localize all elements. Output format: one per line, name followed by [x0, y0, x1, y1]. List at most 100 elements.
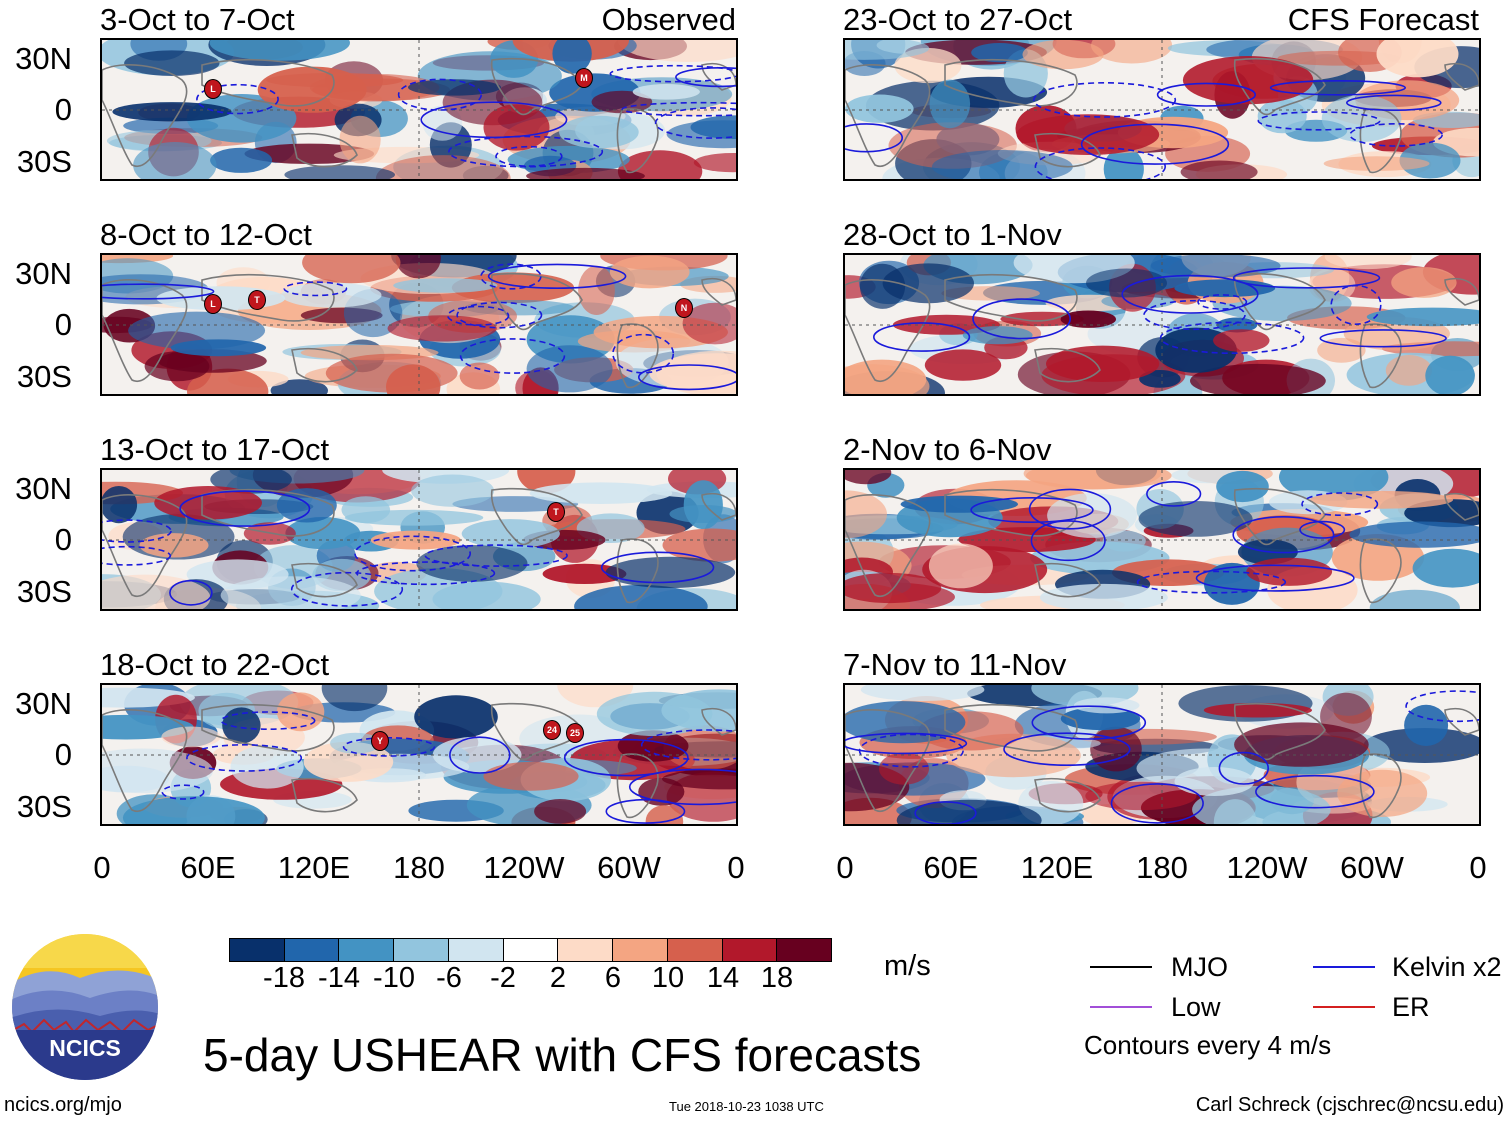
legend-line-er	[1313, 1006, 1375, 1008]
shear-anomaly-blob	[1349, 521, 1479, 548]
coastline	[1444, 278, 1479, 306]
shear-anomaly-blob	[1376, 40, 1459, 78]
map-panel-7	[843, 468, 1481, 611]
shear-anomaly-blob	[302, 255, 401, 284]
map-panel-2	[100, 253, 738, 396]
kelvin-contour	[1255, 774, 1375, 809]
kelvin-contour	[1143, 299, 1246, 331]
shear-anomaly-blob	[414, 695, 498, 739]
shear-anomaly-blob	[617, 40, 736, 62]
ylabel-30n: 30N	[15, 41, 72, 76]
kelvin-contour	[654, 107, 736, 139]
colorbar-label: -14	[318, 962, 360, 994]
kelvin-contour	[638, 364, 736, 391]
shear-anomaly-blob	[276, 488, 337, 523]
kelvin-contour	[424, 544, 568, 567]
kelvin-contour	[970, 496, 1094, 523]
shear-anomaly-blob	[210, 147, 273, 173]
kelvin-contour	[1218, 751, 1269, 785]
shear-anomaly-blob	[387, 315, 497, 342]
shear-anomaly-blob	[220, 576, 361, 609]
map-panel-6	[843, 253, 1481, 396]
xlabel-0-end: 0	[1469, 850, 1487, 885]
coastline	[102, 494, 188, 597]
cfs-forecast-header: CFS Forecast	[1287, 2, 1479, 37]
kelvin-contour	[179, 490, 311, 527]
panel-8-title: 7-Nov to 11-Nov	[843, 647, 1067, 682]
legend-line-low	[1090, 1006, 1152, 1008]
shear-anomaly-blob	[971, 43, 1028, 63]
coastline	[1359, 753, 1402, 819]
shear-anomaly-blob	[1091, 40, 1173, 64]
kelvin-contour	[1136, 570, 1287, 594]
shear-anomaly-blob	[483, 761, 579, 791]
shear-anomaly-blob	[325, 353, 458, 393]
shear-anomaly-blob	[411, 474, 495, 507]
shear-anomaly-blob	[682, 302, 736, 345]
shear-anomaly-blob	[133, 142, 217, 179]
shear-anomaly-blob	[924, 349, 1002, 381]
kelvin-contour	[420, 101, 568, 139]
shear-anomaly-blob	[958, 527, 1096, 553]
shear-anomaly-blob	[669, 505, 736, 523]
shear-anomaly-blob	[542, 563, 627, 584]
kelvin-contour	[1003, 732, 1131, 766]
kelvin-contour	[845, 123, 903, 153]
colorbar-label: 14	[706, 962, 740, 994]
panel-2-title: 8-Oct to 12-Oct	[100, 217, 312, 252]
storm-marker: 24	[543, 720, 561, 740]
footer-timestamp: Tue 2018-10-23 1038 UTC	[669, 1099, 824, 1114]
colorbar-swatch	[339, 939, 395, 961]
kelvin-contour	[1269, 79, 1406, 96]
coastline	[490, 57, 583, 116]
kelvin-contour	[1299, 520, 1346, 539]
ylabel-30n: 30N	[15, 471, 72, 506]
storm-marker: N	[675, 298, 693, 318]
shear-anomaly-blob	[161, 726, 221, 748]
legend-line-kelvin	[1313, 966, 1375, 968]
kelvin-contour	[1121, 274, 1259, 314]
coastline	[944, 704, 1078, 752]
shear-anomaly-blob	[124, 50, 220, 76]
xlabel-180: 180	[393, 850, 445, 885]
shear-anomaly-blob	[1391, 267, 1457, 298]
shear-anomaly-blob	[1324, 255, 1412, 270]
kelvin-contour	[196, 83, 279, 115]
kelvin-contour	[621, 101, 736, 117]
kelvin-contour	[1195, 564, 1355, 592]
kelvin-contour	[914, 801, 977, 824]
shear-anomaly-blob	[393, 278, 498, 293]
shear-anomaly-blob	[1180, 160, 1258, 179]
coastline	[845, 494, 931, 597]
footer-url[interactable]: ncics.org/mjo	[4, 1094, 122, 1116]
shear-anomaly-blob	[375, 155, 511, 179]
coastline	[1444, 493, 1479, 521]
shear-anomaly-blob	[1102, 530, 1146, 552]
shear-anomaly-blob	[187, 368, 269, 394]
map-panel-1	[100, 38, 738, 181]
main-title: 5-day USHEAR with CFS forecasts	[203, 1029, 922, 1081]
xlabel-0: 0	[836, 850, 854, 885]
shear-anomaly-blob	[122, 796, 265, 824]
shear-anomaly-blob	[102, 574, 211, 609]
shear-anomaly-blob	[617, 150, 703, 179]
shear-anomaly-blob	[1404, 704, 1449, 746]
shear-anomaly-blob	[690, 115, 736, 139]
storm-marker: 25	[566, 723, 584, 743]
coastline	[291, 347, 358, 383]
ncics-logo: NCICS	[10, 932, 160, 1082]
coastline	[701, 278, 736, 306]
map-panel-5	[843, 38, 1481, 181]
shear-anomaly-blob	[552, 40, 592, 74]
shear-anomaly-blob	[526, 167, 645, 179]
colorbar-swatch	[230, 939, 285, 961]
coastline	[201, 704, 335, 752]
shear-anomaly-blob	[882, 263, 974, 304]
kelvin-contour	[456, 301, 543, 329]
shear-anomaly-blob	[1317, 337, 1366, 363]
kelvin-contour	[640, 729, 736, 761]
shear-anomaly-blob	[1086, 268, 1167, 298]
shear-anomaly-blob	[845, 470, 892, 485]
coastline	[701, 708, 736, 736]
xlabel-0: 0	[93, 850, 111, 885]
